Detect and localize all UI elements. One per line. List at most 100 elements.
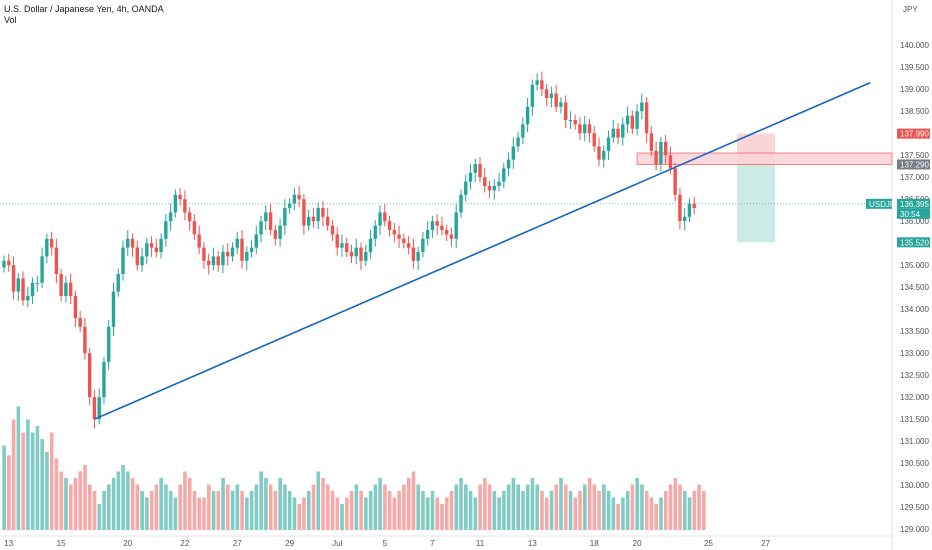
candle-body[interactable] [226, 252, 230, 257]
candle-body[interactable] [30, 282, 35, 296]
candle-body[interactable] [78, 318, 82, 327]
candle-body[interactable] [21, 278, 25, 301]
candle-body[interactable] [568, 120, 573, 121]
candle-body[interactable] [116, 274, 120, 292]
candle-body[interactable] [302, 199, 306, 226]
candle-body[interactable] [473, 164, 477, 173]
candle-body[interactable] [644, 102, 649, 134]
candle-body[interactable] [221, 252, 225, 266]
candle-body[interactable] [59, 274, 63, 296]
candle-body[interactable] [682, 216, 687, 222]
candle-body[interactable] [230, 247, 235, 257]
candle-body[interactable] [102, 362, 106, 398]
candle-body[interactable] [87, 353, 92, 398]
candle-body[interactable] [26, 296, 30, 301]
candle-body[interactable] [606, 137, 611, 151]
candle-body[interactable] [7, 260, 11, 266]
candle-body[interactable] [373, 225, 377, 239]
candle-body[interactable] [592, 133, 596, 147]
candle-body[interactable] [311, 216, 316, 222]
candle-body[interactable] [273, 230, 278, 239]
candle-body[interactable] [73, 296, 78, 318]
candle-body[interactable] [687, 203, 692, 217]
candle-body[interactable] [249, 247, 254, 252]
candle-body[interactable] [554, 93, 558, 107]
candle-body[interactable] [435, 221, 439, 226]
candle-body[interactable] [64, 282, 68, 296]
candle-body[interactable] [502, 168, 506, 182]
candle-body[interactable] [454, 212, 458, 239]
candle-body[interactable] [164, 221, 168, 239]
candle-body[interactable] [430, 221, 435, 230]
candle-body[interactable] [492, 186, 496, 191]
candle-body[interactable] [668, 155, 673, 169]
candle-body[interactable] [111, 291, 116, 327]
candle-body[interactable] [563, 102, 568, 120]
candle-body[interactable] [535, 80, 539, 85]
candle-body[interactable] [187, 212, 192, 222]
candle-body[interactable] [321, 208, 325, 217]
candle-body[interactable] [192, 221, 197, 235]
candle-body[interactable] [278, 225, 282, 239]
candle-body[interactable] [259, 221, 263, 235]
trendline[interactable] [94, 81, 871, 420]
candle-body[interactable] [235, 238, 239, 248]
candle-body[interactable] [392, 230, 397, 235]
candle-body[interactable] [316, 208, 320, 222]
candle-body[interactable] [121, 247, 125, 274]
candle-body[interactable] [345, 243, 349, 252]
candle-body[interactable] [611, 128, 615, 138]
candle-body[interactable] [602, 150, 606, 160]
candle-body[interactable] [2, 260, 6, 268]
candle-body[interactable] [173, 194, 178, 213]
candle-body[interactable] [245, 252, 249, 261]
candle-body[interactable] [335, 234, 339, 248]
candle-body[interactable] [206, 260, 211, 266]
candle-body[interactable] [264, 212, 268, 222]
candle-body[interactable] [468, 172, 473, 182]
candle-body[interactable] [240, 238, 244, 261]
candle-body[interactable] [497, 181, 501, 186]
candle-body[interactable] [40, 256, 44, 283]
candle-body[interactable] [306, 216, 311, 226]
candle-body[interactable] [359, 247, 363, 261]
candle-body[interactable] [421, 238, 425, 252]
candle-body[interactable] [425, 230, 430, 239]
candle-body[interactable] [35, 282, 40, 284]
candle-body[interactable] [402, 238, 406, 244]
candle-body[interactable] [549, 93, 554, 98]
candle-body[interactable] [616, 128, 620, 138]
candle-body[interactable] [325, 216, 330, 226]
candle-body[interactable] [202, 247, 206, 261]
candle-body[interactable] [444, 230, 449, 235]
take-profit-zone[interactable] [737, 164, 776, 243]
candle-body[interactable] [692, 203, 696, 208]
candle-body[interactable] [464, 181, 468, 195]
candle-body[interactable] [449, 234, 454, 239]
candle-body[interactable] [16, 278, 20, 292]
candle-body[interactable] [635, 111, 639, 129]
candle-body[interactable] [578, 124, 582, 134]
candle-body[interactable] [544, 89, 549, 98]
candle-body[interactable] [283, 208, 287, 226]
candle-body[interactable] [478, 164, 482, 178]
candle-body[interactable] [625, 115, 630, 125]
candle-body[interactable] [297, 194, 301, 200]
candle-body[interactable] [525, 106, 530, 125]
candle-body[interactable] [292, 194, 297, 204]
candle-body[interactable] [406, 243, 411, 248]
candle-body[interactable] [397, 234, 401, 239]
candle-body[interactable] [349, 252, 354, 257]
candle-body[interactable] [559, 102, 563, 107]
candle-body[interactable] [516, 137, 520, 147]
candle-body[interactable] [140, 256, 144, 266]
resistance-zone[interactable] [636, 152, 893, 165]
candle-body[interactable] [268, 212, 273, 230]
candle-body[interactable] [11, 265, 16, 292]
candle-body[interactable] [107, 326, 111, 362]
candle-body[interactable] [583, 124, 587, 134]
candle-body[interactable] [387, 221, 392, 230]
candle-body[interactable] [45, 238, 49, 257]
candle-body[interactable] [216, 256, 220, 266]
